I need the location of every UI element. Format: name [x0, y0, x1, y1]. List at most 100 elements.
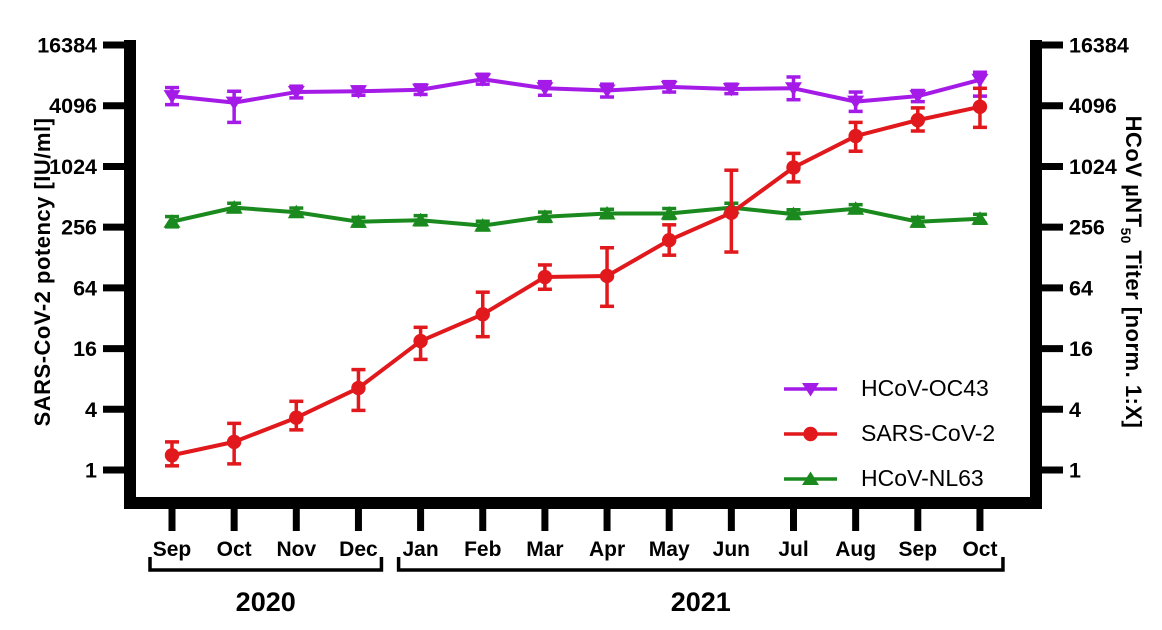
x-axis-ticks: Sep Oct Nov Dec Jan Feb Mar Apr May Jun Jul Aug Sep O…: [153, 507, 997, 561]
data-point-hcov-oc43: [536, 82, 554, 96]
axes-frame: [124, 40, 1042, 509]
legend-label-hcov-nl63: HCoV-NL63: [861, 465, 984, 491]
year-brackets: 2020 2021: [148, 557, 1005, 617]
legend-swatch-hcov-nl63: [784, 471, 837, 485]
month-label: Jul: [778, 538, 808, 561]
y-tick-label-left: 4096: [49, 94, 97, 118]
data-point-hcov-oc43: [785, 82, 802, 96]
series-line-hcov-oc43: [171, 77, 981, 105]
year-bracket: [148, 557, 384, 572]
series-hcov-nl63: [163, 200, 989, 232]
legend-swatch-sars-cov-2: [784, 426, 837, 441]
year-label: 2021: [671, 587, 731, 617]
y-tick-label-right: 1: [1069, 459, 1081, 483]
month-label: Sep: [899, 538, 938, 561]
y-tick-label-left: 16384: [37, 34, 97, 58]
y-axis-title-right-text: HCoV µNT: [1121, 115, 1147, 228]
data-point-hcov-oc43: [225, 96, 243, 111]
data-point-sars-cov-2: [724, 205, 739, 221]
data-point-hcov-oc43: [287, 86, 305, 100]
data-point-sars-cov-2: [972, 99, 988, 114]
month-label: Feb: [464, 538, 501, 561]
data-point-hcov-nl63: [225, 200, 243, 214]
data-point-hcov-oc43: [598, 84, 616, 99]
data-point-sars-cov-2: [413, 333, 428, 349]
month-label: Jun: [713, 538, 750, 561]
month-label: Oct: [217, 538, 252, 561]
data-point-hcov-nl63: [412, 212, 430, 227]
legend-swatch-hcov-oc43: [784, 382, 837, 396]
y-axis-title-right-subscript: 50: [1117, 227, 1133, 244]
legend-item-hcov-nl63: HCoV-NL63: [782, 456, 995, 501]
legend-swatch-marker: [802, 382, 819, 396]
data-point-hcov-nl63: [598, 205, 616, 220]
legend-label-sars-cov-2: SARS-CoV-2: [861, 420, 996, 446]
legend-label-hcov-oc43: HCoV-OC43: [861, 375, 989, 401]
data-point-sars-cov-2: [537, 269, 553, 285]
data-point-hcov-nl63: [660, 205, 678, 220]
series-hcov-oc43: [163, 70, 989, 125]
data-point-hcov-nl63: [785, 206, 802, 221]
data-point-hcov-oc43: [474, 73, 492, 87]
y-axis-title-right-units: Titer [norm. 1:X]: [1121, 243, 1147, 429]
y-axis-title-left: SARS-CoV-2 potency [IU/ml]: [30, 117, 55, 427]
data-point-hcov-oc43: [971, 73, 989, 88]
data-point-hcov-oc43: [163, 90, 181, 104]
month-label: Jan: [403, 538, 439, 561]
data-point-hcov-nl63: [474, 218, 492, 232]
y-tick-label-right: 64: [1069, 276, 1093, 300]
y-axis-title-right: HCoV µNT50 Titer [norm. 1:X]: [1118, 116, 1146, 429]
data-point-hcov-oc43: [349, 85, 367, 99]
month-label: Nov: [276, 538, 316, 561]
data-point-sars-cov-2: [475, 307, 490, 322]
y-tick-label-left: 1024: [49, 155, 97, 179]
y-tick-label-right: 1024: [1069, 155, 1117, 179]
data-point-sars-cov-2: [351, 380, 366, 396]
data-point-sars-cov-2: [226, 434, 242, 450]
data-point-hcov-nl63: [163, 214, 181, 228]
month-label: Apr: [589, 538, 625, 561]
month-label: Dec: [339, 538, 378, 561]
data-point-hcov-oc43: [412, 83, 430, 98]
y-tick-label-left: 16: [73, 337, 97, 361]
data-point-sars-cov-2: [848, 128, 863, 144]
data-point-hcov-oc43: [847, 95, 865, 110]
month-label: Aug: [835, 538, 876, 561]
y-tick-label-left: 64: [73, 276, 97, 300]
month-label: May: [649, 538, 690, 561]
y-tick-label-right: 4: [1069, 398, 1081, 422]
series-line-sars-cov-2: [171, 104, 981, 458]
data-point-hcov-nl63: [847, 201, 865, 215]
legend-item-hcov-oc43: HCoV-OC43: [782, 366, 995, 411]
month-label: Mar: [526, 538, 563, 561]
data-point-sars-cov-2: [289, 410, 304, 425]
y-tick-label-left: 1: [85, 459, 97, 483]
y-tick-label-right: 16: [1069, 337, 1093, 361]
year-bracket: [396, 557, 1005, 572]
series-sars-cov-2: [164, 86, 988, 468]
data-point-sars-cov-2: [786, 160, 801, 175]
data-point-hcov-nl63: [971, 211, 989, 225]
data-point-sars-cov-2: [662, 233, 677, 248]
data-point-hcov-oc43: [722, 83, 740, 97]
data-point-sars-cov-2: [599, 268, 615, 284]
series-line-hcov-nl63: [171, 205, 981, 228]
y-tick-label-right: 4096: [1069, 94, 1117, 118]
data-point-sars-cov-2: [910, 112, 925, 128]
legend-item-sars-cov-2: SARS-CoV-2: [782, 411, 995, 456]
y-tick-label-left: 256: [61, 216, 97, 240]
legend-swatch-marker: [802, 471, 819, 485]
legend-swatch-marker: [803, 426, 818, 441]
data-point-hcov-nl63: [349, 214, 367, 228]
data-point-sars-cov-2: [164, 448, 180, 463]
data-point-hcov-nl63: [536, 209, 554, 223]
y-tick-label-right: 256: [1069, 216, 1105, 240]
data-point-hcov-oc43: [909, 90, 927, 104]
y-tick-label-right: 16384: [1069, 34, 1129, 58]
data-point-hcov-nl63: [909, 214, 927, 228]
legend: HCoV-OC43 SARS-CoV-2 HCoV-NL63: [782, 366, 995, 501]
month-label: Oct: [962, 538, 997, 561]
data-point-hcov-nl63: [287, 204, 305, 219]
